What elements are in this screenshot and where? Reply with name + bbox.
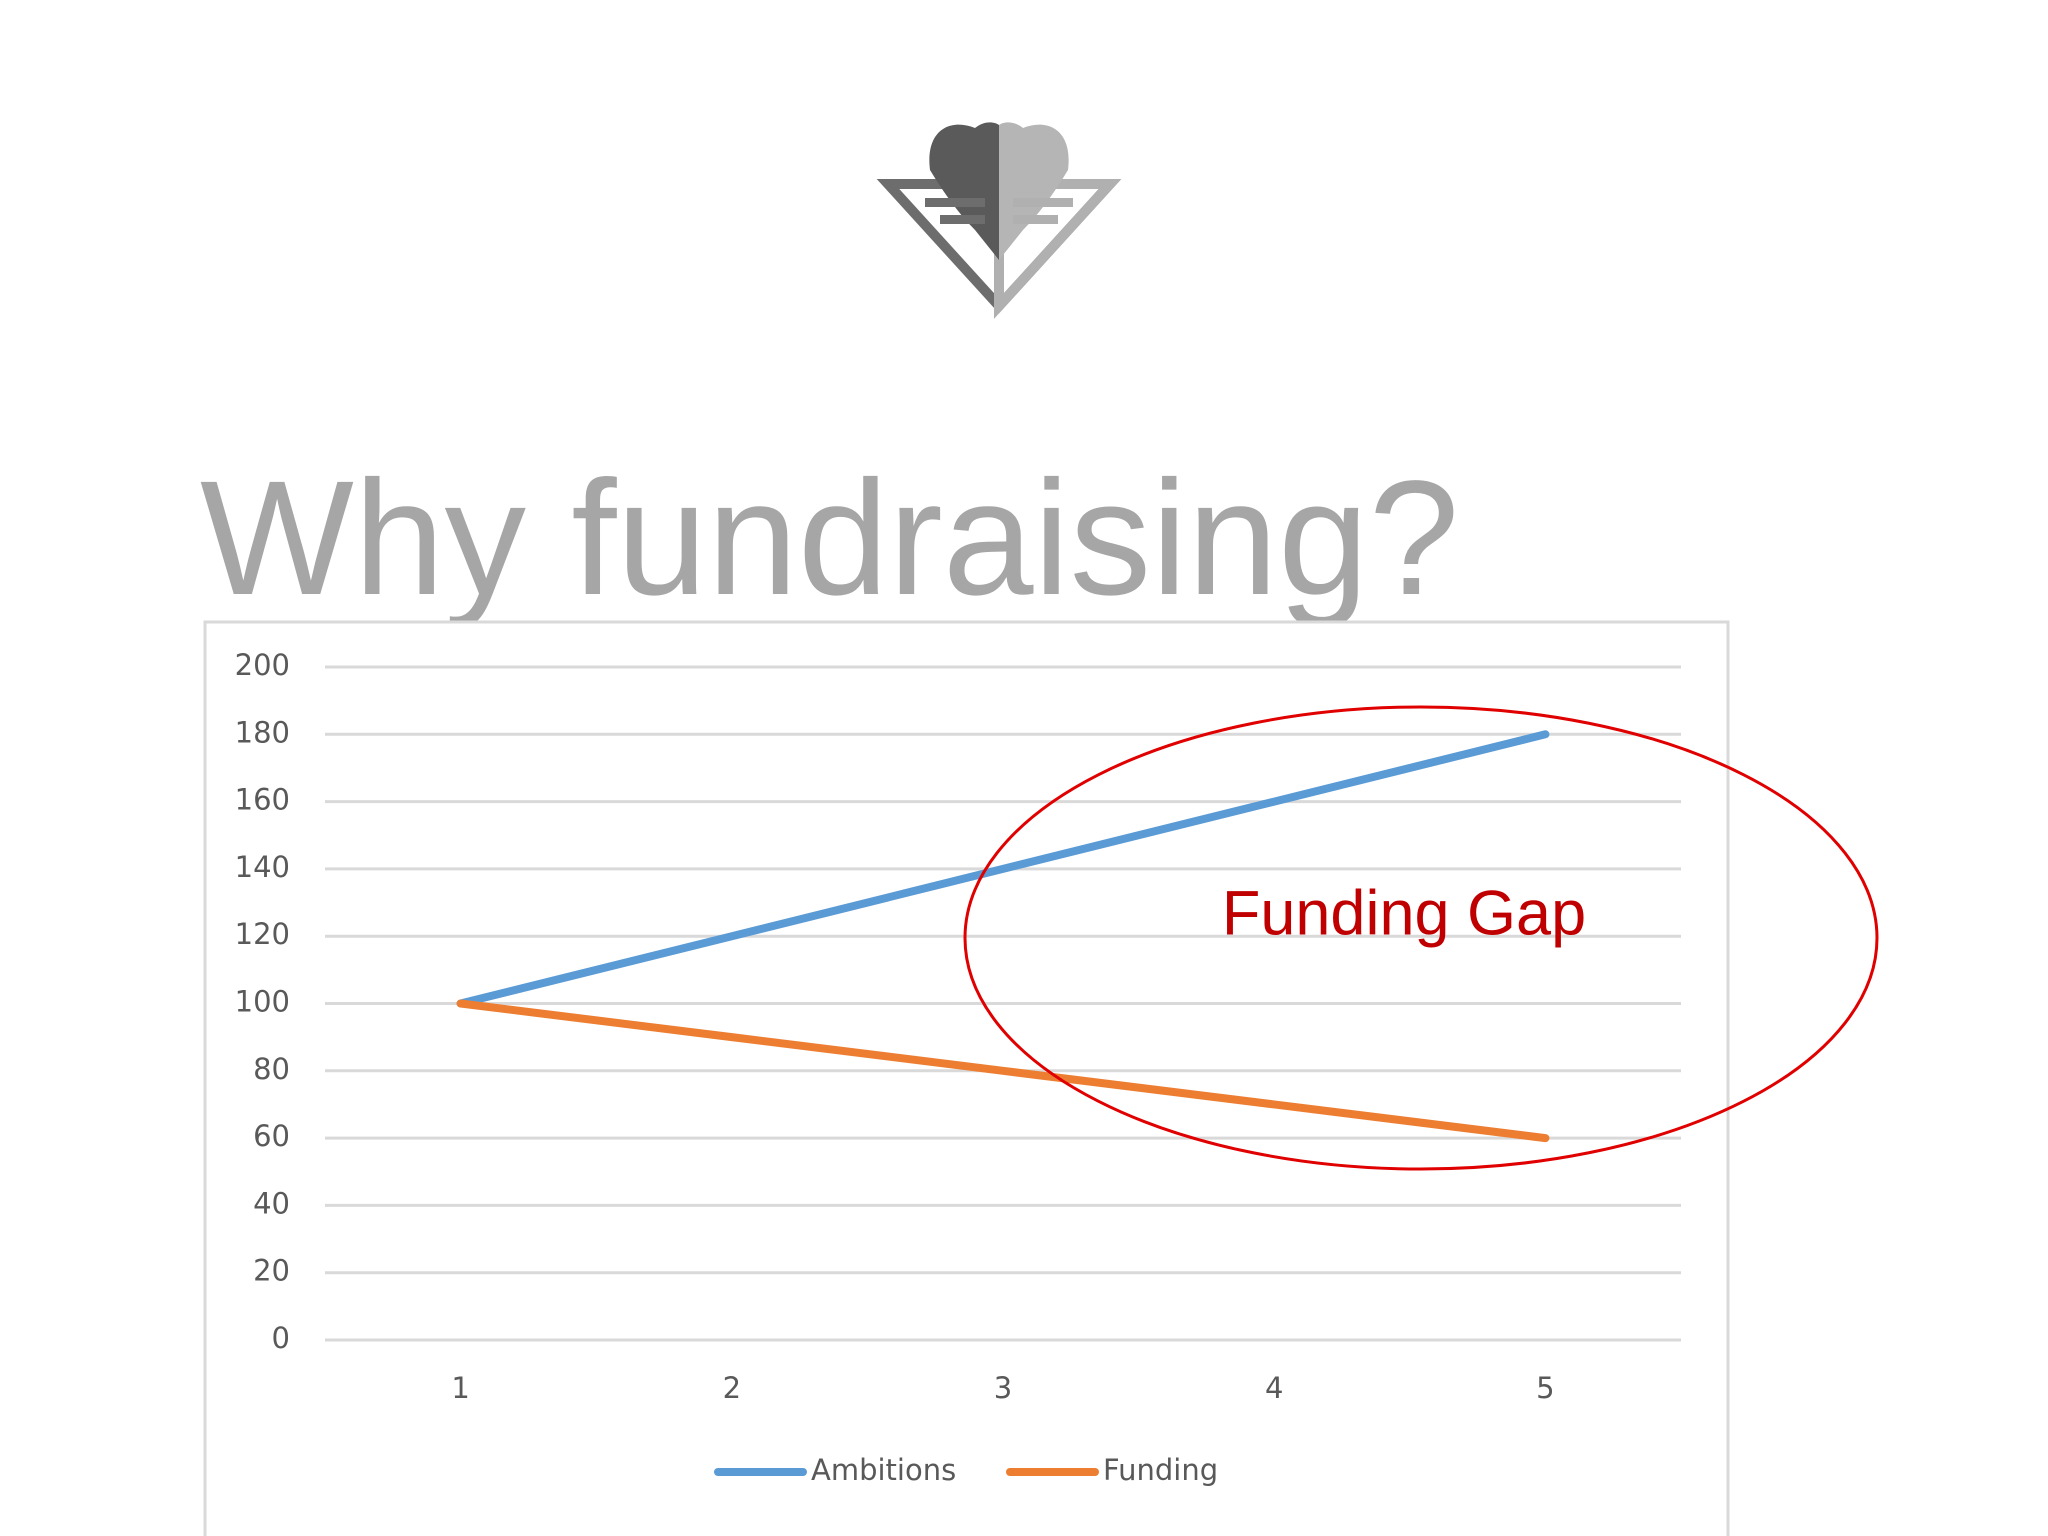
x-tick-label: 2 [723, 1371, 741, 1405]
x-tick-label: 5 [1536, 1371, 1554, 1405]
x-tick-label: 3 [994, 1371, 1012, 1405]
y-tick-label: 120 [235, 917, 290, 951]
series-line [456, 999, 1550, 1143]
y-tick-label: 60 [253, 1119, 290, 1153]
series-line [456, 730, 1550, 1008]
y-tick-label: 200 [235, 648, 290, 682]
annotation: Funding Gap [1222, 879, 1586, 949]
gap-ellipse [963, 705, 1879, 1171]
x-tick-label: 1 [451, 1371, 469, 1405]
x-tick-label: 4 [1265, 1371, 1283, 1405]
chart-frame [203, 620, 1730, 1536]
y-tick-label: 140 [235, 850, 290, 884]
y-tick-label: 180 [235, 715, 290, 749]
logo [876, 122, 1122, 319]
y-tick-label: 0 [272, 1321, 290, 1355]
legend-label: Funding [1103, 1453, 1218, 1487]
legend-label: Ambitions [811, 1453, 956, 1487]
y-tick-label: 40 [253, 1186, 290, 1220]
y-tick-label: 160 [235, 783, 290, 817]
y-tick-label: 80 [253, 1052, 290, 1086]
y-tick-label: 100 [235, 985, 290, 1019]
plot: 0 20 40 60 80 100 120 140 160 180 200 1 2 3 4 5 Ambition… [235, 648, 1681, 1487]
y-tick-label: 20 [253, 1254, 290, 1288]
slide-title: Why fundraising? [200, 446, 1459, 629]
